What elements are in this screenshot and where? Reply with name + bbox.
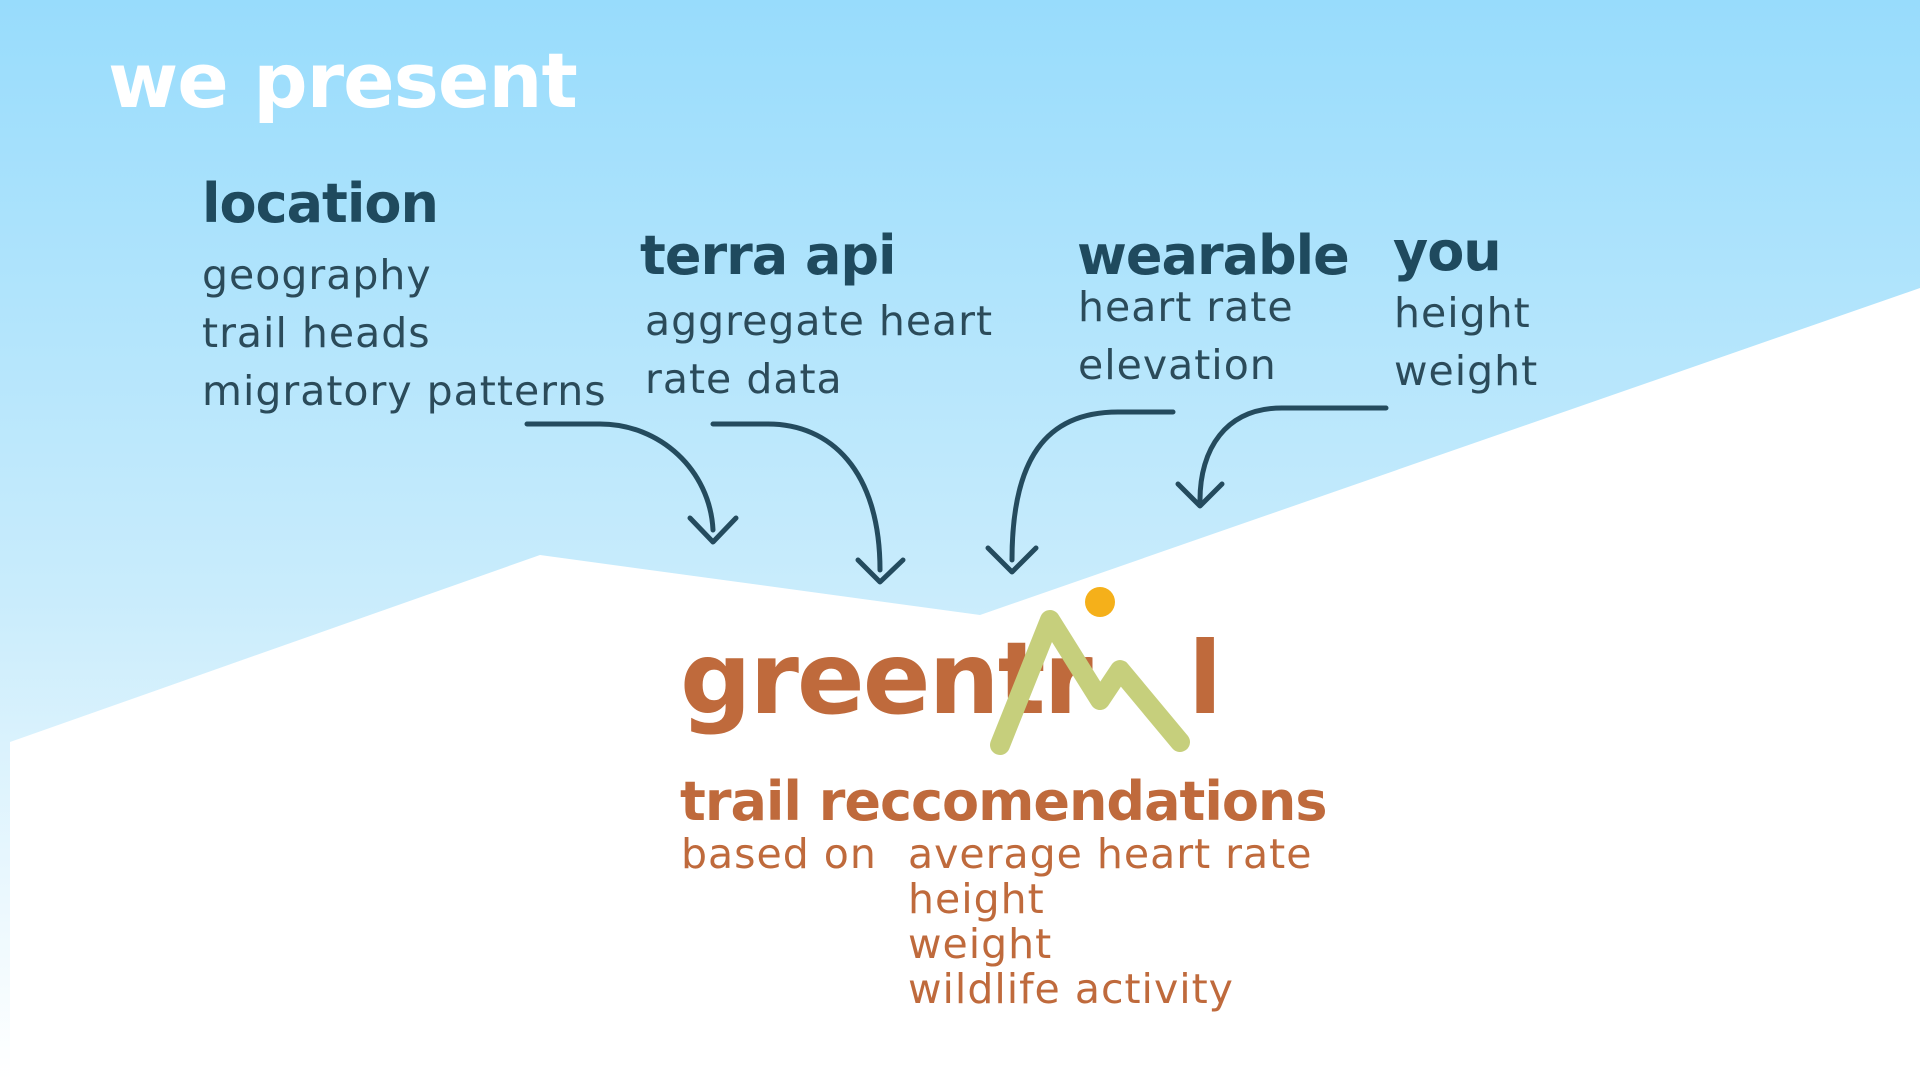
source-items-you: height weight <box>1394 284 1538 400</box>
output-heading: trail reccomendations <box>680 770 1328 833</box>
arrowhead <box>985 545 1039 575</box>
list-item: geography <box>202 251 432 299</box>
arrow-wearable-icon <box>1009 409 1176 563</box>
list-item: rate data <box>645 355 843 403</box>
list-item: height <box>1394 289 1531 337</box>
source-heading-location: location <box>202 172 439 235</box>
slide-title: we present <box>108 36 578 125</box>
list-item: heart rate <box>1078 283 1294 331</box>
source-items-wearable: heart rate elevation <box>1078 278 1294 394</box>
arrowhead <box>1175 481 1225 509</box>
source-items-location: geography trail heads migratory patterns <box>202 246 607 420</box>
list-item: aggregate heart <box>645 297 994 345</box>
list-item: average heart rate <box>908 830 1313 878</box>
factor-list: average heart rate height weight wildlif… <box>908 832 1312 1012</box>
list-item: migratory patterns <box>202 367 607 415</box>
arrowhead <box>687 515 739 545</box>
source-heading-terra-api: terra api <box>640 224 897 287</box>
arrow-location-icon <box>524 421 716 533</box>
arrowhead <box>855 557 906 585</box>
arrow-terra-api-icon <box>710 421 883 573</box>
source-heading-wearable: wearable <box>1077 224 1350 287</box>
source-heading-you: you <box>1393 220 1502 283</box>
list-item: height <box>908 875 1045 923</box>
list-item: trail heads <box>202 309 431 357</box>
list-item: weight <box>1394 347 1539 395</box>
mountain-sun-icon <box>990 587 1190 755</box>
list-item: elevation <box>1078 341 1277 389</box>
based-on-label: based on <box>681 830 877 878</box>
brand-name-suffix: l <box>1188 620 1222 737</box>
white-hill <box>10 288 1920 1080</box>
list-item: weight <box>908 920 1053 968</box>
list-item: wildlife activity <box>908 965 1234 1013</box>
arrow-you-icon <box>1197 405 1389 503</box>
source-items-terra-api: aggregate heart rate data <box>645 292 993 408</box>
